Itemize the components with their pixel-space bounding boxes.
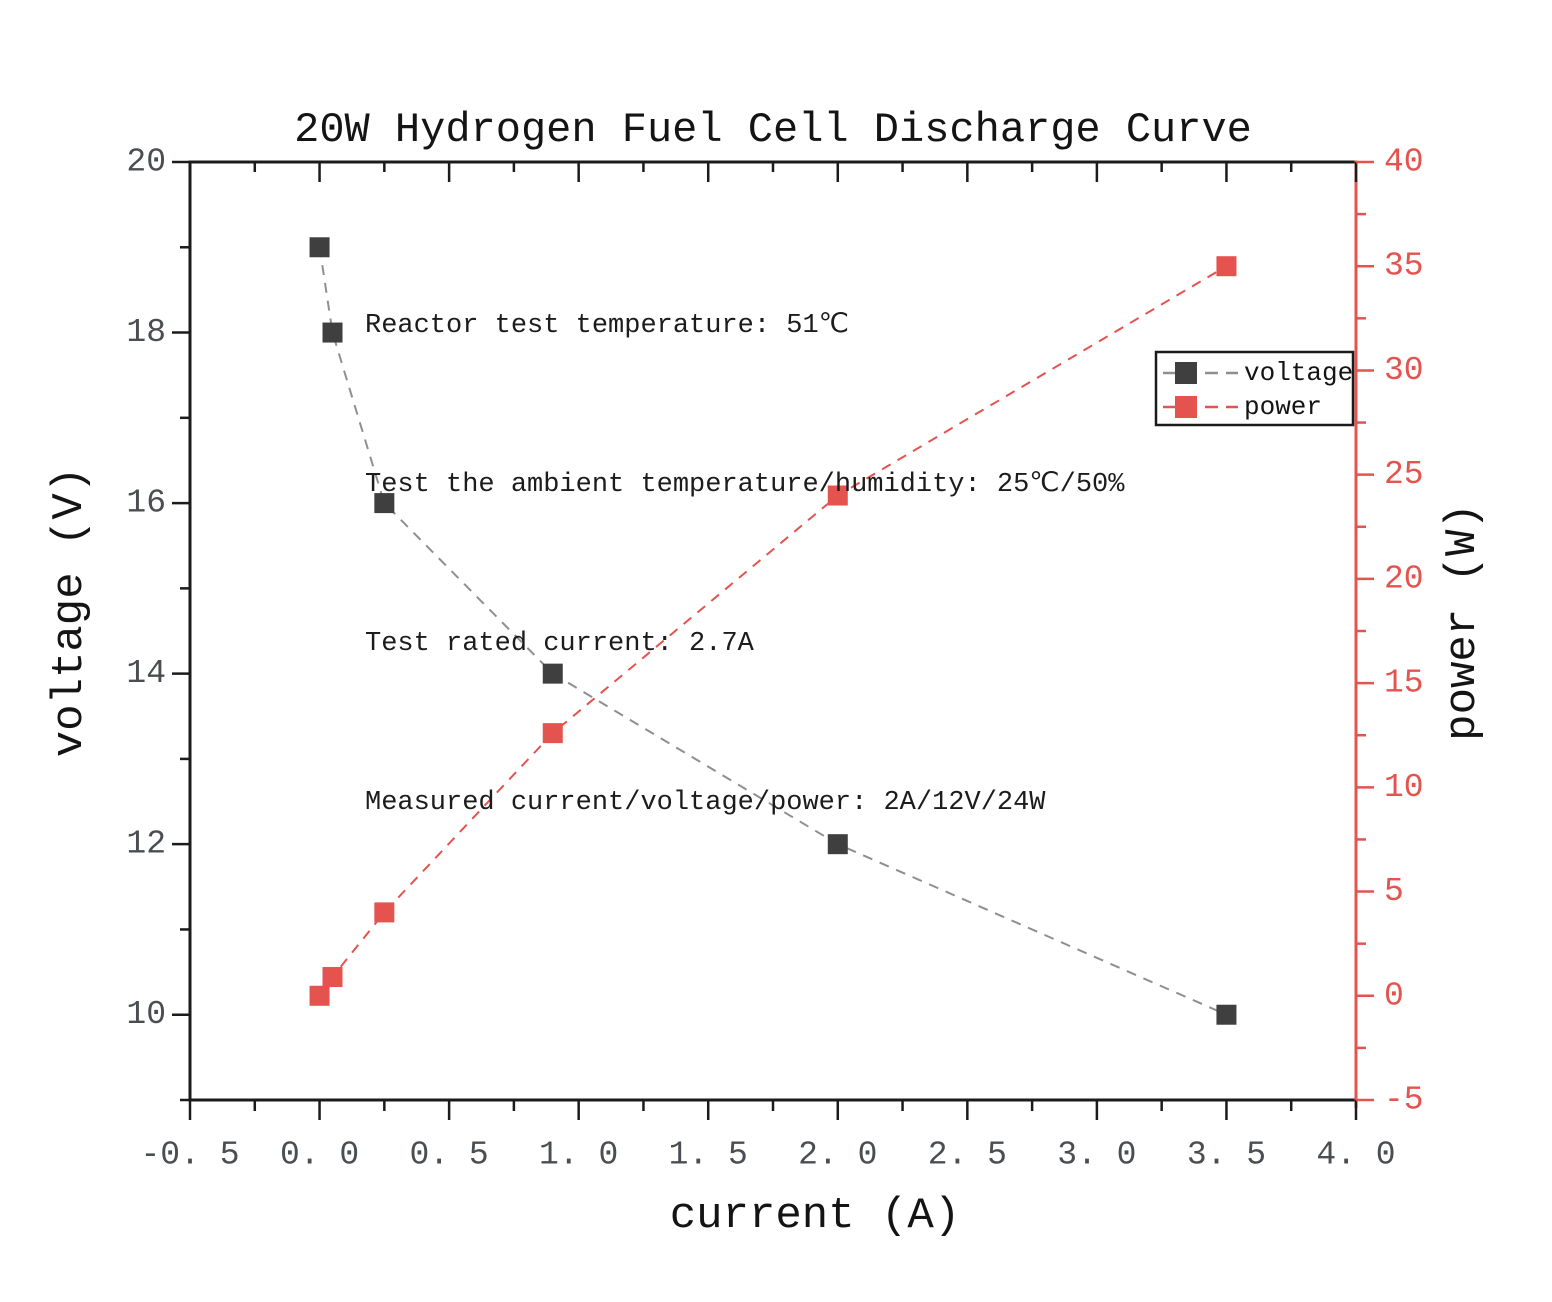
legend-sample-marker-power: [1175, 396, 1197, 418]
x-tick-label: 0. 0: [280, 1137, 359, 1174]
annotation-rated-current: Test rated current: 2.7A: [365, 629, 754, 659]
chart-title: 20W Hydrogen Fuel Cell Discharge Curve: [294, 106, 1252, 154]
y-right-tick-label: 5: [1384, 873, 1404, 910]
annotation-measured-values: Measured current/voltage/power: 2A/12V/2…: [365, 788, 1046, 818]
power-marker: [1216, 256, 1237, 277]
y-left-tick-label: 18: [126, 314, 166, 351]
x-tick-label: 2. 5: [928, 1137, 1007, 1174]
y-left-axis-ticks: 10 12 14 16 18 20: [126, 144, 190, 1102]
x-axis-ticks: -0. 5 0. 0 0. 5 1. 0 1. 5 2. 0 2. 5 3. 0 3. 5 4. …: [140, 162, 1396, 1174]
annotation-reactor-temperature: Reactor test temperature: 51℃: [365, 311, 849, 341]
y-right-tick-label: -5: [1384, 1082, 1424, 1119]
power-series: [309, 256, 1237, 1006]
x-tick-label: 3. 0: [1057, 1137, 1136, 1174]
voltage-marker: [1216, 1004, 1237, 1025]
x-axis-label: current (A): [669, 1191, 961, 1241]
y-right-axis-ticks: -5 0 5 10 15 20 25 30 35 40: [1356, 144, 1424, 1119]
x-tick-label: 0. 5: [410, 1137, 489, 1174]
y-right-tick-label: 0: [1384, 977, 1404, 1014]
y-axis-label-right: power (W): [1438, 503, 1488, 741]
y-left-tick-label: 10: [126, 996, 166, 1033]
annotation-block: Reactor test temperature: 51℃ Test the a…: [365, 194, 1124, 936]
y-right-tick-label: 30: [1384, 352, 1424, 389]
x-tick-label: 1. 5: [669, 1137, 748, 1174]
y-right-tick-label: 15: [1384, 665, 1424, 702]
y-left-tick-label: 14: [126, 655, 166, 692]
voltage-marker: [374, 493, 395, 514]
y-right-tick-label: 35: [1384, 248, 1424, 285]
y-right-tick-label: 40: [1384, 144, 1424, 181]
legend-sample-marker-voltage: [1175, 362, 1197, 384]
x-tick-label: -0. 5: [140, 1137, 239, 1174]
y-right-tick-label: 20: [1384, 560, 1424, 597]
power-marker: [542, 723, 563, 744]
legend-label-voltage: voltage: [1244, 358, 1353, 388]
y-left-tick-label: 16: [126, 485, 166, 522]
x-tick-label: 1. 0: [539, 1137, 618, 1174]
y-right-tick-label: 10: [1384, 769, 1424, 806]
power-marker: [827, 485, 848, 506]
voltage-marker: [827, 834, 848, 855]
x-tick-label: 3. 5: [1187, 1137, 1266, 1174]
y-axis-label-left: voltage (V): [45, 466, 95, 758]
y-left-tick-label: 20: [126, 144, 166, 181]
power-marker: [309, 985, 330, 1006]
voltage-marker: [322, 322, 343, 343]
voltage-line: [318, 247, 1227, 1016]
legend-label-power: power: [1244, 392, 1322, 422]
y-left-tick-label: 12: [126, 826, 166, 863]
x-tick-label: 4. 0: [1316, 1137, 1395, 1174]
voltage-marker: [542, 663, 563, 684]
voltage-series: [309, 237, 1237, 1025]
voltage-marker: [309, 237, 330, 258]
x-tick-label: 2. 0: [798, 1137, 877, 1174]
y-right-tick-label: 25: [1384, 456, 1424, 493]
power-marker: [322, 967, 343, 988]
power-marker: [374, 902, 395, 923]
legend: voltage power: [1154, 350, 1355, 427]
annotation-ambient-conditions: Test the ambient temperature/humidity: 2…: [365, 470, 1125, 500]
